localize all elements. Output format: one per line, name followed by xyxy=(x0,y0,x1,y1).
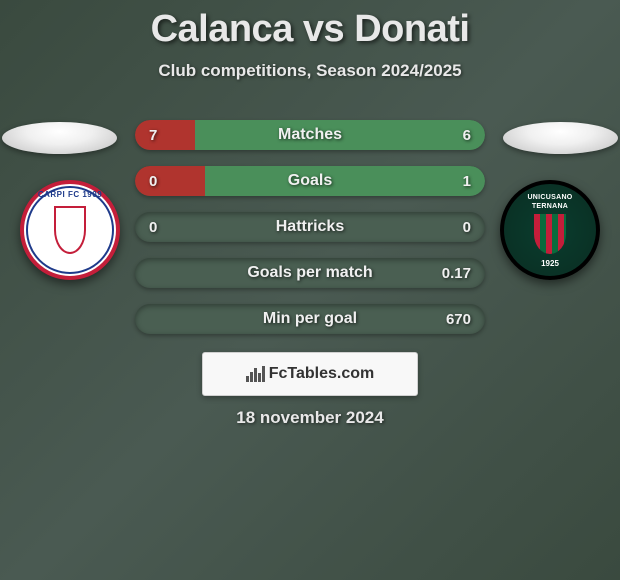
stat-bar-label: Matches xyxy=(135,120,485,150)
stat-bar-row: Min per goal670 xyxy=(135,304,485,334)
stat-bar-row: Hattricks0 0 xyxy=(135,212,485,242)
stat-bar-right-value: 0.17 xyxy=(442,258,471,288)
stat-bar-left-value: 0 xyxy=(149,166,157,196)
team-crest-right-label-top: UNICUSANO xyxy=(504,194,596,201)
brand-text: FcTables.com xyxy=(269,365,375,383)
dragon-icon xyxy=(534,214,566,254)
page-title: Calanca vs Donati xyxy=(0,0,620,51)
team-crest-left-label: CARPI FC 1909 xyxy=(24,190,116,199)
stat-bar-right-value: 6 xyxy=(463,120,471,150)
player-ellipse-left xyxy=(2,122,117,154)
stat-bar-left-value: 7 xyxy=(149,120,157,150)
brand-badge[interactable]: FcTables.com xyxy=(202,352,418,396)
stat-bars: Matches76Goals01Hattricks00Goals per mat… xyxy=(135,120,485,350)
team-crest-right-year: 1925 xyxy=(504,259,596,268)
stat-bar-label: Goals xyxy=(135,166,485,196)
stat-bar-right-value: 1 xyxy=(463,166,471,196)
stat-bar-row: Goals0 1 xyxy=(135,166,485,196)
stat-bar-left-value: 0 xyxy=(149,212,157,242)
player-ellipse-right xyxy=(503,122,618,154)
team-crest-right: UNICUSANO TERNANA 1925 xyxy=(500,180,600,280)
page-subtitle: Club competitions, Season 2024/2025 xyxy=(0,61,620,81)
stat-bar-row: Matches7 6 xyxy=(135,120,485,150)
comparison-panel: CARPI FC 1909 UNICUSANO TERNANA 1925 Mat… xyxy=(0,100,620,360)
stat-bar-row: Goals per match0.17 xyxy=(135,258,485,288)
stat-bar-right-value: 0 xyxy=(463,212,471,242)
bar-chart-icon xyxy=(246,366,265,382)
stat-bar-label: Goals per match xyxy=(135,258,485,288)
stat-bar-label: Hattricks xyxy=(135,212,485,242)
team-crest-left: CARPI FC 1909 xyxy=(20,180,120,280)
stat-bar-right-value: 670 xyxy=(446,304,471,334)
team-crest-right-label-mid: TERNANA xyxy=(504,203,596,210)
date-label: 18 november 2024 xyxy=(0,408,620,428)
shield-icon xyxy=(54,206,86,254)
stat-bar-label: Min per goal xyxy=(135,304,485,334)
